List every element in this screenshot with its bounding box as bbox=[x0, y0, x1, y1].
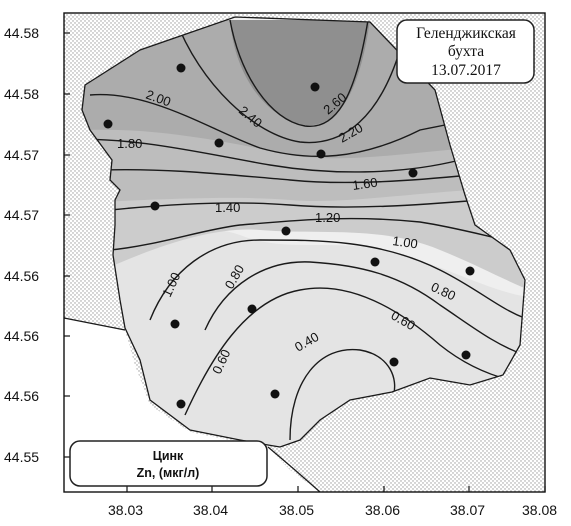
bay-outline bbox=[81, 16, 526, 448]
station-point bbox=[370, 257, 380, 267]
x-tick-label: 38.04 bbox=[193, 502, 228, 518]
coast-line bbox=[267, 446, 321, 493]
legend-line-2: Zn, (мкг/л) bbox=[137, 466, 200, 480]
y-tick-label: 44.57 bbox=[4, 207, 39, 223]
y-tick-label: 44.58 bbox=[4, 86, 39, 102]
title-line-2: бухта bbox=[448, 43, 484, 60]
station-point bbox=[247, 304, 257, 314]
coast-line bbox=[63, 317, 126, 331]
station-point bbox=[214, 138, 224, 148]
x-axis: 38.03 38.04 38.05 38.06 38.07 38.08 bbox=[108, 486, 557, 518]
contour-label: 1.00 bbox=[392, 233, 419, 251]
x-tick-label: 38.03 bbox=[108, 502, 143, 518]
y-axis: 44.58 44.58 44.57 44.57 44.56 44.56 44.5… bbox=[4, 25, 70, 465]
stations bbox=[103, 63, 475, 409]
station-point bbox=[461, 350, 471, 360]
station-point bbox=[389, 357, 399, 367]
station-point bbox=[150, 201, 160, 211]
x-tick-label: 38.08 bbox=[522, 502, 557, 518]
station-point bbox=[465, 266, 475, 276]
y-tick-label: 44.56 bbox=[4, 268, 39, 284]
station-point bbox=[310, 82, 320, 92]
contour-label: 1.60 bbox=[351, 175, 378, 193]
contour-label: 1.20 bbox=[315, 210, 340, 225]
y-tick-label: 44.56 bbox=[4, 388, 39, 404]
plot-frame bbox=[63, 12, 546, 493]
y-tick-label: 44.58 bbox=[4, 25, 39, 41]
station-point bbox=[270, 389, 280, 399]
y-tick-label: 44.57 bbox=[4, 147, 39, 163]
station-point bbox=[281, 226, 291, 236]
station-point bbox=[170, 319, 180, 329]
contour-lines bbox=[82, 17, 525, 441]
y-tick-label: 44.55 bbox=[4, 449, 39, 465]
x-tick-label: 38.07 bbox=[450, 502, 485, 518]
contour-label: 1.80 bbox=[117, 136, 142, 151]
x-tick-label: 38.05 bbox=[279, 502, 314, 518]
legend-line-1: Цинк bbox=[153, 449, 184, 463]
title-line-3: 13.07.2017 bbox=[431, 62, 501, 79]
station-point bbox=[103, 119, 113, 129]
legend-box: Цинк Zn, (мкг/л) bbox=[69, 440, 268, 487]
x-tick-label: 38.06 bbox=[365, 502, 400, 518]
title-line-1: Геленджикская bbox=[416, 25, 516, 42]
y-tick-label: 44.56 bbox=[4, 328, 39, 344]
station-point bbox=[176, 63, 186, 73]
station-point bbox=[176, 399, 186, 409]
contour-label: 1.40 bbox=[215, 200, 240, 215]
station-point bbox=[408, 168, 418, 178]
station-point bbox=[316, 149, 326, 159]
title-box: Геленджикская бухта 13.07.2017 bbox=[396, 19, 535, 84]
